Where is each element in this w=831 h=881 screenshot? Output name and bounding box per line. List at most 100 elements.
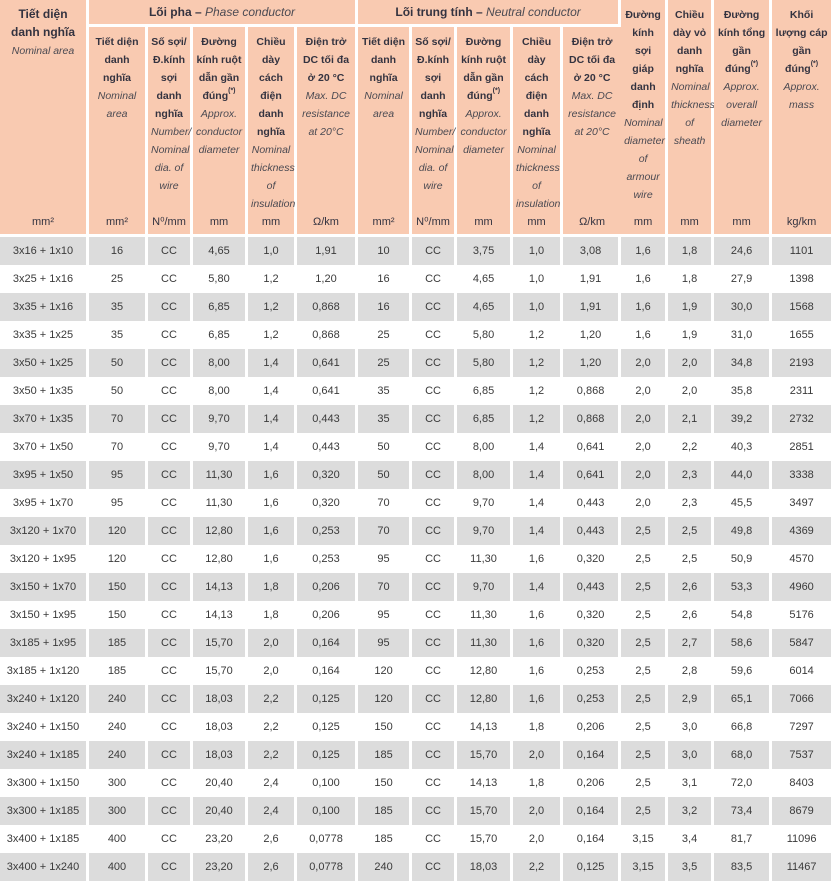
table-row: 3x95 + 1x70 95 CC 11,30 1,6 0,320 70 CC 9,70 1,4 0… [0, 489, 831, 517]
value-cell: 5,80 [193, 265, 248, 293]
value-cell: 0,320 [297, 489, 359, 517]
value-cell: 70 [358, 573, 413, 601]
value-cell: 14,13 [193, 601, 248, 629]
value-cell: 0,125 [297, 713, 359, 741]
value-cell: 2,5 [621, 685, 669, 713]
cable-configuration-cell: 3x185 + 1x95 [0, 629, 89, 657]
value-cell: 3,2 [668, 797, 715, 825]
value-cell: 7066 [772, 685, 831, 713]
header-en-label: Nominal thickness of insulation [251, 144, 296, 210]
value-cell: 50 [358, 461, 413, 489]
header-neutral-insulation-thickness: Chiều dày cách điện danh nghĩa Nominal th… [513, 27, 564, 237]
value-cell: 0,125 [297, 741, 359, 769]
value-cell: CC [148, 517, 193, 545]
value-cell: 9,70 [193, 405, 248, 433]
value-cell: 3,08 [563, 237, 622, 265]
value-cell: CC [148, 377, 193, 405]
header-neutral-dc-resistance: Điện trở DC tối đa ở 20 °C Max. DC resist… [563, 27, 622, 237]
value-cell: CC [148, 685, 193, 713]
value-cell: 20,40 [193, 797, 248, 825]
value-cell: 2,7 [668, 629, 715, 657]
table-row: 3x240 + 1x150 240 CC 18,03 2,2 0,125 150 CC 14,1… [0, 713, 831, 741]
value-cell: 16 [89, 237, 148, 265]
table-row: 3x300 + 1x185 300 CC 20,40 2,4 0,100 185 CC 15,7… [0, 797, 831, 825]
value-cell: 185 [358, 797, 413, 825]
value-cell: 2,5 [621, 769, 669, 797]
value-cell: 1,2 [513, 377, 564, 405]
header-neutral-nominal-area: Tiết diện danh nghĩa Nominal area mm² [358, 27, 413, 237]
unit-label: mm [261, 216, 281, 228]
value-cell: CC [412, 545, 458, 573]
value-cell: 0,443 [297, 433, 359, 461]
value-cell: 14,13 [457, 769, 514, 797]
value-cell: CC [148, 797, 193, 825]
value-cell: 0,125 [297, 685, 359, 713]
header-neutral-wire-number: Số sợi/ Đ.kính sợi danh nghĩa Number/ Nom… [412, 27, 458, 237]
table-row: 3x150 + 1x95 150 CC 14,13 1,8 0,206 95 CC 11,30 1… [0, 601, 831, 629]
value-cell: 6,85 [193, 293, 248, 321]
value-cell: CC [148, 853, 193, 881]
value-cell: 1,6 [621, 321, 669, 349]
value-cell: 1,91 [297, 237, 359, 265]
value-cell: 185 [358, 825, 413, 853]
value-cell: CC [148, 741, 193, 769]
header-en-label: Approx. conductor diameter [460, 108, 507, 156]
value-cell: 95 [89, 489, 148, 517]
unit-label: Ω/km [579, 216, 606, 228]
header-sub-row: Tiết diện danh nghĩa Nominal area mm² Số … [0, 27, 831, 237]
value-cell: 0,0778 [297, 825, 359, 853]
value-cell: 59,6 [714, 657, 773, 685]
value-cell: 1,8 [668, 265, 715, 293]
value-cell: 0,641 [297, 349, 359, 377]
cable-configuration-cell: 3x240 + 1x185 [0, 741, 89, 769]
value-cell: 0,253 [297, 545, 359, 573]
value-cell: 53,3 [714, 573, 773, 601]
value-cell: CC [412, 741, 458, 769]
value-cell: 2,5 [621, 741, 669, 769]
value-cell: CC [148, 321, 193, 349]
value-cell: 120 [358, 685, 413, 713]
value-cell: 2732 [772, 405, 831, 433]
value-cell: 3338 [772, 461, 831, 489]
value-cell: 1,4 [513, 573, 564, 601]
value-cell: 1,0 [513, 293, 564, 321]
header-vi-label: Đường kính ruột dẫn gần đúng [196, 36, 242, 102]
value-cell: 2851 [772, 433, 831, 461]
cable-configuration-cell: 3x70 + 1x35 [0, 405, 89, 433]
value-cell: 2,2 [248, 741, 297, 769]
unit-label: mm [680, 216, 699, 228]
value-cell: 35,8 [714, 377, 773, 405]
value-cell: 400 [89, 853, 148, 881]
table-row: 3x240 + 1x120 240 CC 18,03 2,2 0,125 120 CC 12,8… [0, 685, 831, 713]
cable-configuration-cell: 3x25 + 1x16 [0, 265, 89, 293]
value-cell: 1,2 [513, 405, 564, 433]
value-cell: 0,320 [563, 545, 622, 573]
value-cell: 1,4 [248, 377, 297, 405]
header-armour-wire-diameter: Đường kính sợi giáp danh định Nominal di… [621, 0, 669, 237]
table-row: 3x35 + 1x16 35 CC 6,85 1,2 0,868 16 CC 4,65 1,0 1,… [0, 293, 831, 321]
value-cell: 4369 [772, 517, 831, 545]
value-cell: CC [148, 433, 193, 461]
value-cell: CC [412, 853, 458, 881]
unit-label: Ω/km [313, 216, 339, 228]
cable-configuration-cell: 3x300 + 1x185 [0, 797, 89, 825]
value-cell: 0,100 [297, 769, 359, 797]
table-row: 3x25 + 1x16 25 CC 5,80 1,2 1,20 16 CC 4,65 1,0 1,9… [0, 265, 831, 293]
value-cell: 35 [358, 405, 413, 433]
value-cell: 0,320 [297, 461, 359, 489]
value-cell: 95 [358, 601, 413, 629]
value-cell: CC [412, 237, 458, 265]
value-cell: 1,0 [248, 237, 297, 265]
value-cell: CC [412, 573, 458, 601]
value-cell: 40,3 [714, 433, 773, 461]
value-cell: 0,253 [563, 685, 622, 713]
value-cell: 1,4 [248, 349, 297, 377]
header-vi-label: Điện trở DC tối đa ở 20 °C [302, 36, 350, 84]
value-cell: 1,4 [513, 489, 564, 517]
value-cell: 4,65 [457, 293, 514, 321]
value-cell: 95 [358, 545, 413, 573]
value-cell: 1,4 [513, 517, 564, 545]
table-row: 3x185 + 1x120 185 CC 15,70 2,0 0,164 120 CC 12,8… [0, 657, 831, 685]
value-cell: 1398 [772, 265, 831, 293]
value-cell: 24,6 [714, 237, 773, 265]
